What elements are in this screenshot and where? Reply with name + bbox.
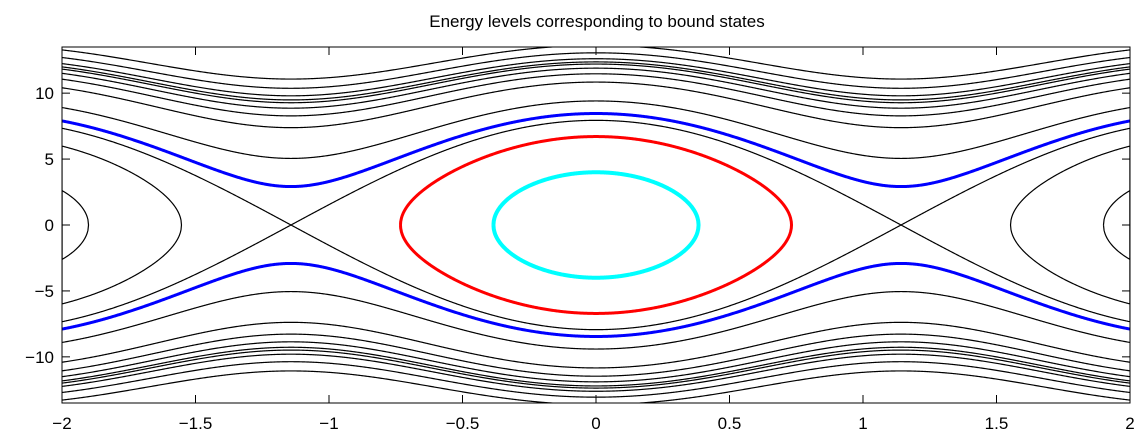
x-tick-label: −2 bbox=[52, 414, 71, 433]
contour-line bbox=[62, 321, 1130, 369]
contour-line bbox=[62, 370, 1130, 403]
contour-line bbox=[62, 290, 1130, 350]
y-tick-label: −10 bbox=[25, 348, 54, 367]
x-tick-label: −0.5 bbox=[446, 414, 480, 433]
contour-line bbox=[62, 63, 1130, 104]
contour-line bbox=[62, 341, 1130, 383]
contour-line bbox=[62, 100, 1130, 160]
bound-state-curve bbox=[398, 135, 794, 315]
x-tick-label: 2 bbox=[1125, 414, 1134, 433]
y-axis-tick-labels: −10 −5 0 5 10 bbox=[25, 84, 54, 367]
contour-line bbox=[62, 67, 1130, 109]
x-tick-label: 0.5 bbox=[718, 414, 742, 433]
y-tick-label: −5 bbox=[35, 282, 54, 301]
contour-line bbox=[62, 58, 1130, 97]
contour-line bbox=[62, 333, 1130, 377]
bound-state-curve bbox=[491, 170, 701, 280]
x-tick-label: −1.5 bbox=[179, 414, 213, 433]
y-tick-label: 0 bbox=[45, 216, 54, 235]
contour-line bbox=[62, 73, 1130, 117]
contour-line bbox=[62, 119, 1130, 331]
bound-state-curve bbox=[62, 112, 1130, 189]
contour-line bbox=[62, 353, 1130, 392]
contour-line bbox=[62, 81, 1130, 129]
contour-line bbox=[62, 47, 1130, 80]
contour-line bbox=[1102, 189, 1130, 261]
axis-ticks bbox=[61, 47, 1131, 403]
y-tick-label: 10 bbox=[35, 84, 54, 103]
bound-state-curve bbox=[62, 261, 1130, 338]
contour-line bbox=[62, 349, 1130, 389]
contour-line bbox=[62, 61, 1130, 101]
contour-line bbox=[62, 145, 183, 305]
bound-state-contours bbox=[62, 112, 1130, 338]
x-tick-label: 1 bbox=[858, 414, 867, 433]
contour-line bbox=[62, 346, 1130, 387]
contour-line bbox=[62, 190, 90, 261]
x-tick-label: 1.5 bbox=[985, 414, 1009, 433]
x-axis-tick-labels: −2 −1.5 −1 −0.5 0 0.5 1 1.5 2 bbox=[52, 414, 1134, 433]
chart-title: Energy levels corresponding to bound sta… bbox=[429, 12, 764, 31]
contour-line bbox=[1009, 145, 1130, 305]
y-tick-label: 5 bbox=[45, 150, 54, 169]
x-tick-label: 0 bbox=[591, 414, 600, 433]
x-tick-label: −1 bbox=[319, 414, 338, 433]
plot-area bbox=[62, 47, 1130, 403]
